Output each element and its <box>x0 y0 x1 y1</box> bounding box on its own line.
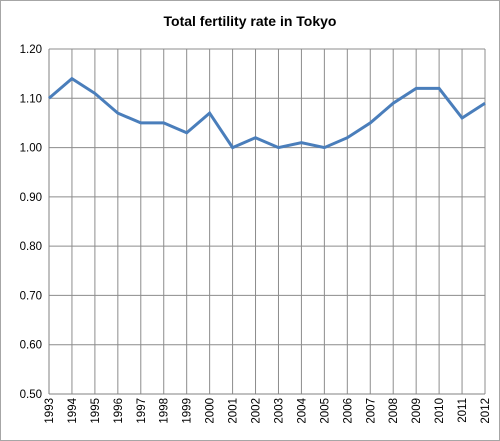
x-tick-label: 2003 <box>273 398 285 424</box>
y-tick-label: 1.10 <box>20 93 42 105</box>
series-line <box>48 76 486 150</box>
x-tick-label: 2012 <box>480 398 492 424</box>
y-tick-label: 0.70 <box>20 290 42 302</box>
y-axis-tick-labels: 0.50 0.60 0.70 0.80 0.90 1.00 1.10 1.20 <box>20 44 42 401</box>
y-tick-label: 0.50 <box>20 389 42 401</box>
series-lines <box>48 76 486 150</box>
x-axis-tick-labels: 1993 1994 1995 1996 1997 1998 1999 2000 2001 2002… <box>44 397 492 423</box>
x-tick-label: 2000 <box>205 398 217 424</box>
x-tick-label: 2005 <box>319 398 331 424</box>
chart-title: Total fertility rate in Tokyo <box>164 13 337 29</box>
y-tick-label: 1.00 <box>20 143 42 155</box>
x-tick-label: 2007 <box>365 398 377 424</box>
y-tick-label: 1.20 <box>20 44 42 56</box>
x-tick-label: 1994 <box>67 397 79 423</box>
x-tick-label: 2009 <box>411 398 423 424</box>
y-tick-label: 0.90 <box>20 192 42 204</box>
x-tick-label: 2008 <box>388 398 400 424</box>
x-tick-label: 1993 <box>44 398 56 424</box>
y-tick-label: 0.60 <box>20 340 42 352</box>
gridlines <box>48 48 486 395</box>
x-tick-label: 2004 <box>296 397 308 423</box>
axes <box>48 49 485 395</box>
x-tick-label: 1999 <box>182 398 194 424</box>
x-tick-label: 1996 <box>113 398 125 424</box>
x-tick-label: 2010 <box>434 398 446 424</box>
x-tick-label: 1997 <box>136 398 148 424</box>
x-tick-label: 2011 <box>457 398 469 423</box>
x-tick-label: 1998 <box>159 398 171 424</box>
x-tick-label: 2002 <box>251 398 263 424</box>
x-tick-label: 2001 <box>228 398 240 424</box>
x-tick-label: 2006 <box>342 398 354 424</box>
y-tick-label: 0.80 <box>20 241 42 253</box>
x-tick-label: 1995 <box>90 398 102 424</box>
